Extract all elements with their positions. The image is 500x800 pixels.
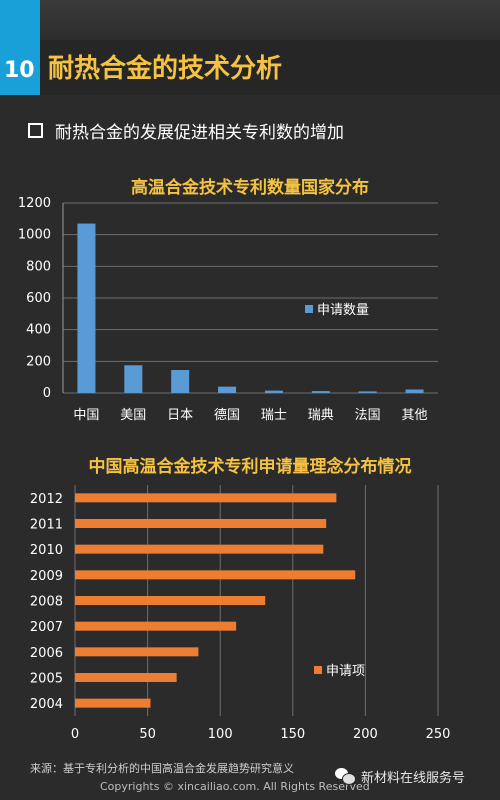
x-tick-label: 美国: [120, 408, 146, 423]
legend-swatch: [314, 666, 322, 674]
y-tick-label: 2011: [30, 518, 63, 533]
x-tick-label: 100: [208, 727, 233, 742]
y-tick-label: 200: [26, 354, 51, 369]
header-bar: 10 耐热合金的技术分析: [0, 0, 500, 95]
square-bullet-icon: [28, 123, 43, 138]
y-tick-label: 2005: [30, 672, 63, 687]
bar: [75, 570, 356, 580]
bar: [124, 365, 143, 393]
bar: [75, 493, 337, 503]
y-tick-label: 2009: [30, 569, 63, 584]
y-tick-label: 2008: [30, 595, 63, 610]
legend-label: 申请项: [326, 664, 365, 679]
y-tick-label: 0: [43, 386, 51, 401]
section-number-box: 10: [0, 0, 40, 95]
x-tick-label: 中国: [73, 408, 99, 423]
chart1-title: 高温合金技术专利数量国家分布: [131, 178, 369, 198]
y-tick-label: 800: [26, 259, 51, 274]
y-tick-label: 1200: [18, 196, 51, 211]
country-bar-chart: 0 200 400 600 800 1000 1200 中国 美国 日本 德国 瑞士 瑞典 法国 其他 申请数…: [18, 196, 438, 423]
y-tick-label: 2010: [30, 543, 63, 558]
y-tick-label: 2004: [30, 697, 63, 712]
chart2-title: 中国高温合金技术专利申请量理念分布情况: [88, 457, 412, 477]
service-account-name: 新材料在线服务号: [361, 770, 466, 786]
bar: [75, 698, 151, 708]
y-tick-label: 2012: [30, 492, 63, 507]
legend-swatch: [305, 305, 313, 313]
bar: [75, 544, 324, 554]
bar: [75, 621, 237, 631]
copyright-text: Copyrights © xincailiao.com. All Rights …: [100, 780, 370, 793]
legend-label: 申请数量: [317, 303, 369, 318]
bullet-text: 耐热合金的发展促进相关专利数的增加: [55, 123, 344, 143]
bar: [264, 390, 283, 393]
bar: [75, 596, 266, 605]
year-bar-chart: 0 50 100 150 200 250 2012 2011 2010 2009 2008 2007 2…: [30, 485, 451, 742]
y-tick-label: 600: [26, 291, 51, 306]
bar: [218, 386, 237, 393]
bar: [75, 673, 177, 682]
bar: [75, 519, 327, 528]
y-tick-label: 2007: [30, 620, 63, 635]
bar: [75, 647, 199, 657]
bar: [77, 223, 96, 393]
x-tick-label: 150: [280, 727, 305, 742]
source-note: 来源：基于专利分析的中国高温合金发展趋势研究意义: [30, 762, 294, 775]
y-tick-label: 1000: [18, 228, 51, 243]
x-tick-label: 200: [353, 727, 378, 742]
x-tick-label: 瑞士: [261, 408, 287, 423]
bar: [358, 391, 377, 393]
x-tick-label: 德国: [214, 408, 240, 423]
x-tick-label: 日本: [167, 408, 193, 423]
bar: [171, 370, 190, 393]
wechat-icon: [335, 766, 356, 786]
wechat-service: 新材料在线服务号: [335, 766, 465, 786]
x-tick-label: 50: [139, 727, 156, 742]
bar: [405, 389, 424, 393]
x-tick-label: 瑞典: [308, 408, 334, 423]
y-tick-label: 2006: [30, 646, 63, 661]
x-tick-label: 0: [71, 727, 79, 742]
page-title: 耐热合金的技术分析: [48, 54, 283, 84]
bullet-point: 耐热合金的发展促进相关专利数的增加: [28, 118, 344, 143]
y-tick-label: 400: [26, 323, 51, 338]
bar: [311, 391, 330, 393]
section-number: 10: [4, 58, 35, 83]
header-top-strip: [0, 0, 500, 40]
x-tick-label: 250: [426, 727, 451, 742]
x-tick-label: 其他: [402, 408, 428, 423]
x-tick-label: 法国: [355, 408, 381, 423]
